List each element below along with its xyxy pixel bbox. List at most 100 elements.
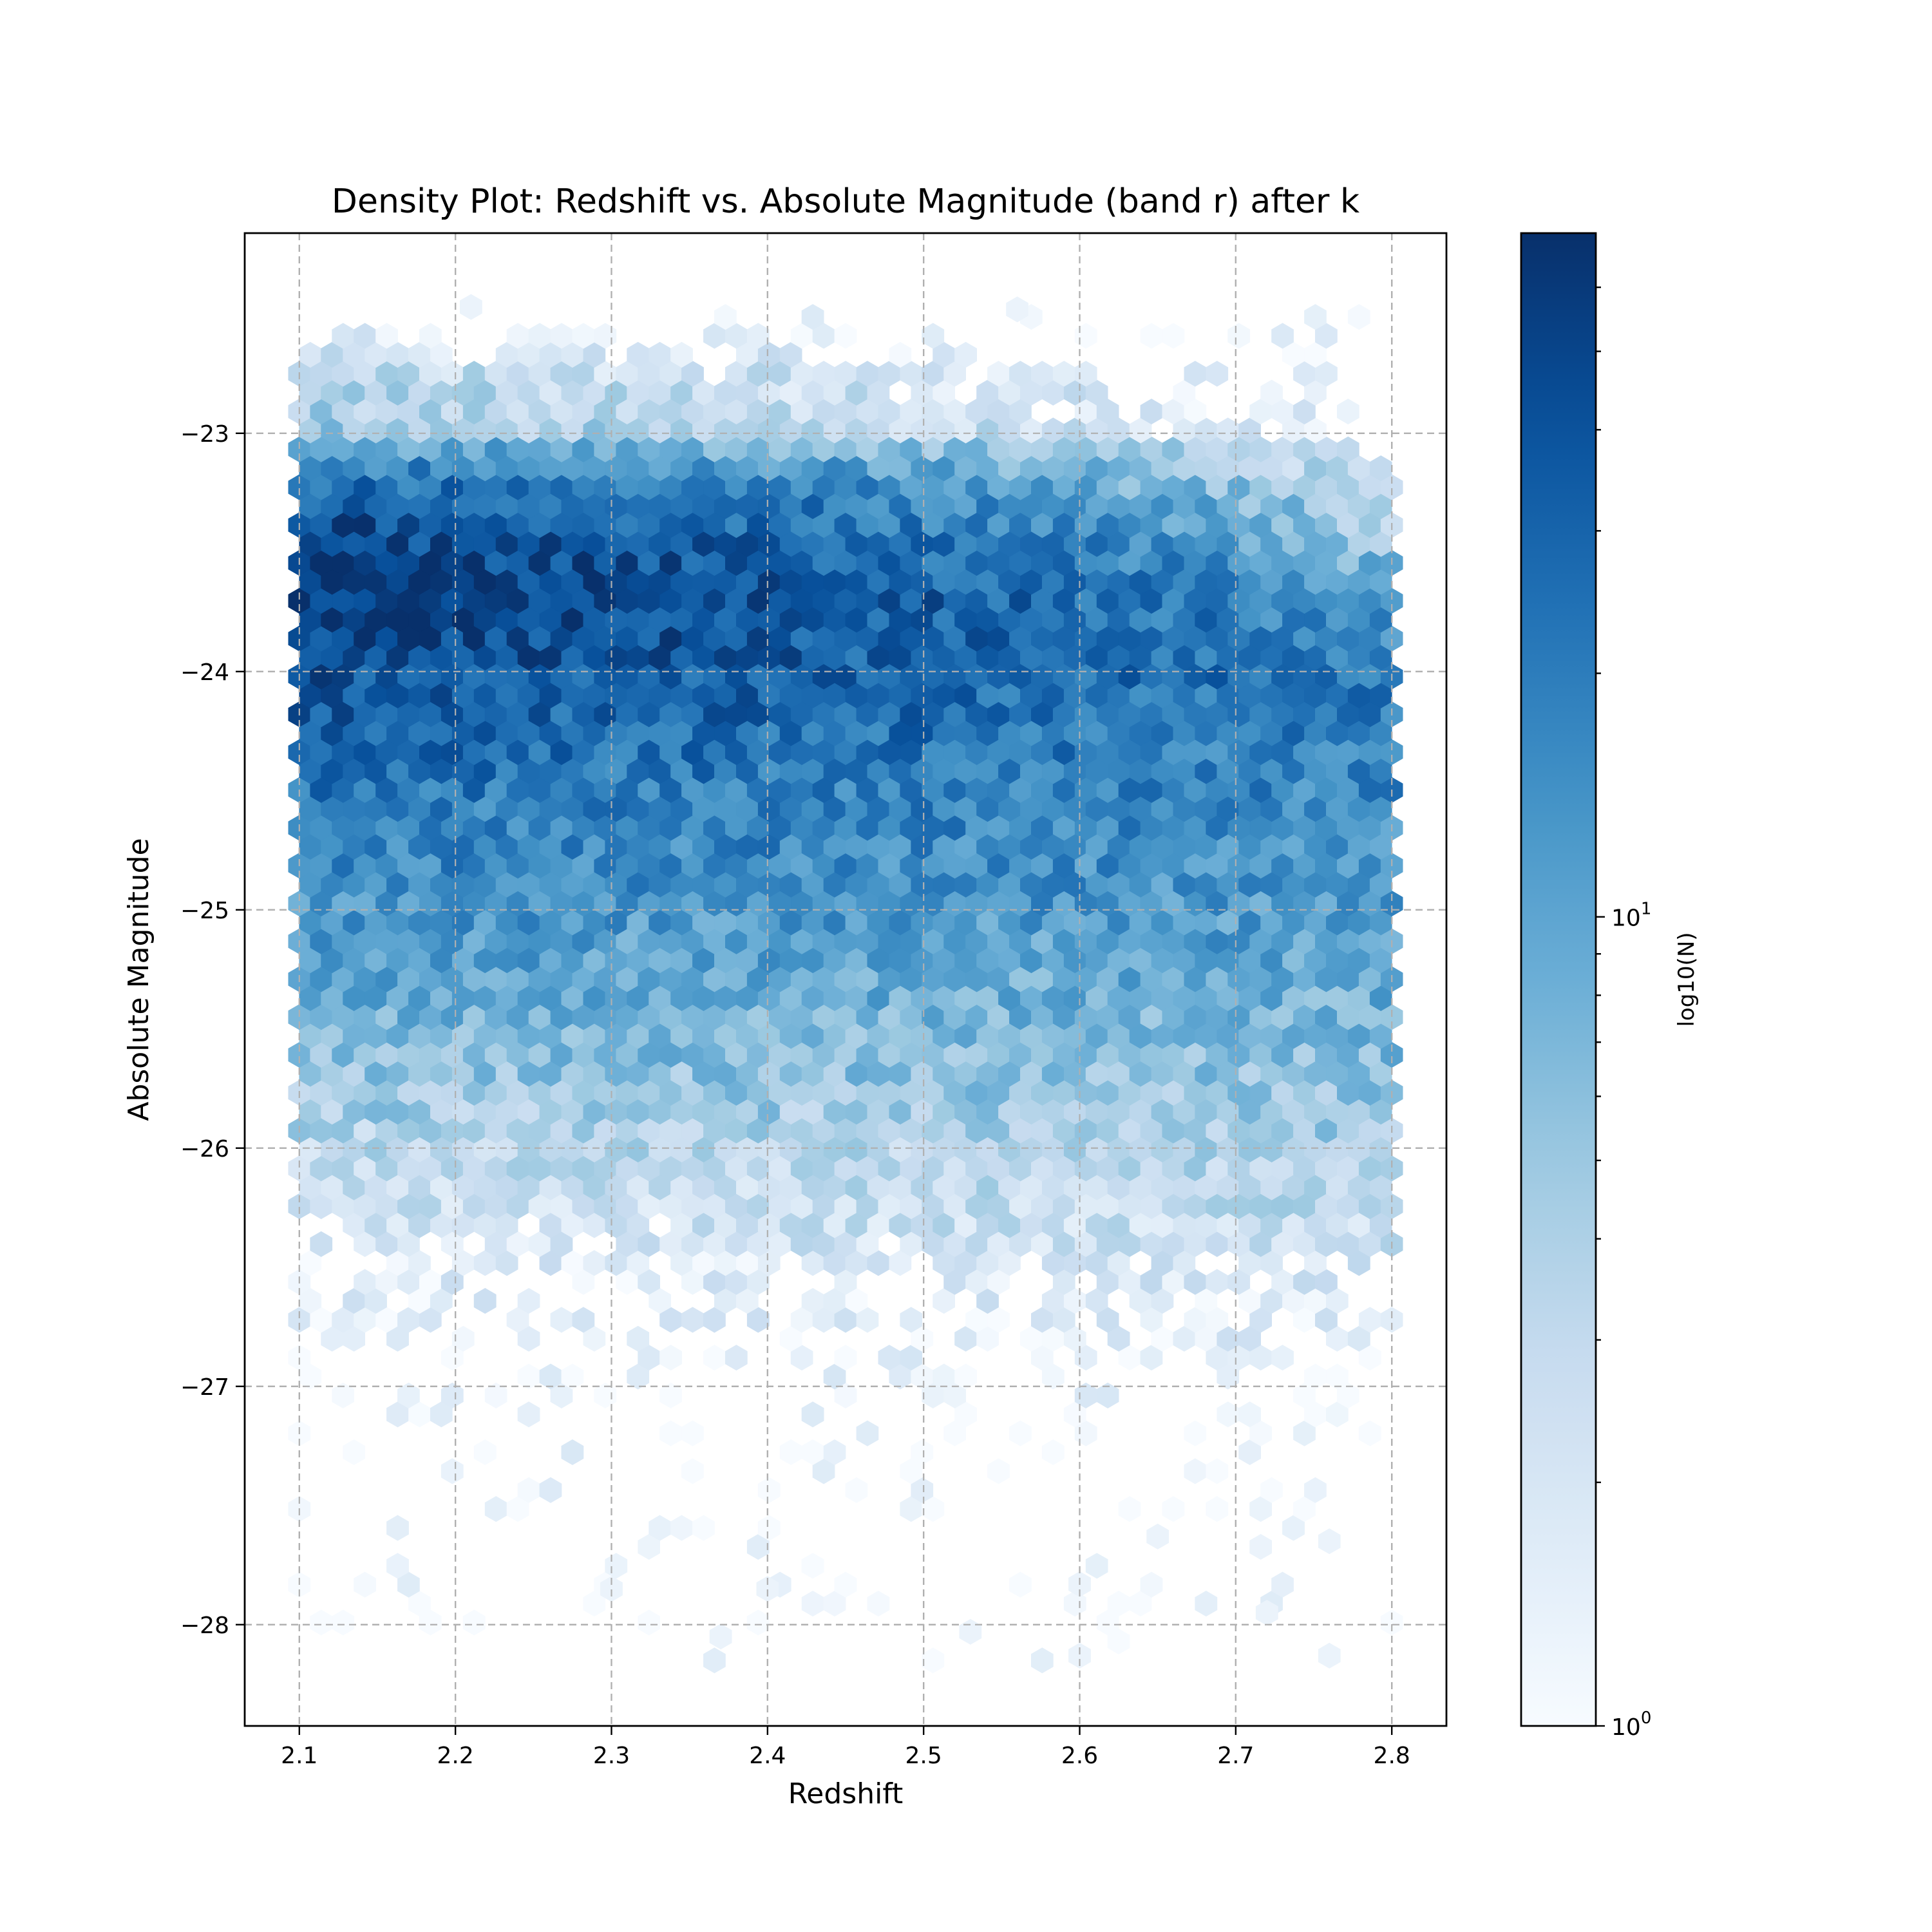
- hexbin-cell: [332, 1609, 354, 1636]
- hexbin-cell: [594, 1382, 617, 1408]
- x-tick-label: 2.3: [593, 1743, 630, 1769]
- hexbin-cell: [681, 1420, 704, 1446]
- hexbin-cell: [1140, 1571, 1163, 1598]
- hexbin-cell: [1304, 304, 1327, 330]
- hexbin-cell: [703, 1647, 726, 1674]
- hexbin-cell: [1041, 1439, 1065, 1466]
- hexbin-cell: [1195, 1591, 1218, 1617]
- y-axis-label: Absolute Magnitude: [122, 838, 155, 1121]
- hexbin-cell: [561, 1439, 584, 1466]
- hexbin-cell: [310, 1231, 333, 1257]
- hexbin-cells: [288, 294, 1403, 1674]
- hexbin-cell: [670, 341, 693, 368]
- hexbin-cell: [1227, 323, 1251, 349]
- hexbin-cell: [954, 1363, 977, 1390]
- hexbin-cell: [801, 1553, 824, 1579]
- grid-lines-overlay: [245, 233, 1446, 1726]
- hexbin-cell: [1074, 361, 1097, 387]
- hexbin-cell: [419, 323, 442, 349]
- y-axis-ticks: −23 −24 −25 −26 −27 −28: [180, 421, 245, 1639]
- hexbin-cell: [922, 1647, 945, 1674]
- hexbin-cell: [1304, 1477, 1327, 1503]
- hexbin-cell: [1271, 1345, 1294, 1371]
- x-tick-label: 2.6: [1061, 1743, 1098, 1769]
- hexbin-cell: [594, 323, 617, 349]
- hexbin-cell: [397, 1382, 420, 1408]
- hexbin-cell: [1085, 1553, 1108, 1579]
- x-tick-label: 2.5: [905, 1743, 942, 1769]
- hexbin-cell: [1063, 1591, 1086, 1617]
- hexbin-outlier-cell: [709, 1624, 732, 1650]
- hexbin-cell: [572, 1307, 595, 1333]
- hexbin-cell: [834, 323, 857, 349]
- hexbin-cell: [386, 1553, 409, 1579]
- hexbin-cell: [1162, 323, 1185, 349]
- hexbin-cell: [845, 1477, 868, 1503]
- hexbin-cell: [1162, 1496, 1185, 1522]
- chart-title: Density Plot: Redshift vs. Absolute Magn…: [332, 182, 1359, 221]
- hexbin-cell: [757, 1515, 781, 1541]
- x-tick-label: 2.2: [437, 1743, 474, 1769]
- plot-frame: [243, 232, 1448, 1727]
- hexbin-cell: [517, 1287, 540, 1314]
- x-tick-label: 2.4: [749, 1743, 786, 1769]
- hexbin-cell: [1369, 455, 1392, 482]
- hexbin-cell: [354, 1571, 376, 1598]
- hexbin-cell: [681, 1458, 704, 1484]
- hexbin-outlier-cell: [460, 294, 482, 320]
- hexbin-cell: [714, 304, 737, 330]
- hexbin-cell: [561, 1363, 584, 1390]
- hexbin-cell: [725, 1345, 748, 1371]
- hexbin-cell: [517, 1401, 540, 1428]
- hexbin-cell: [1260, 1477, 1283, 1503]
- hexbin-cell: [627, 1325, 650, 1352]
- hexbin-cell: [889, 341, 912, 368]
- hexbin-cell: [1009, 1571, 1032, 1598]
- hexbin-cell: [1336, 399, 1359, 425]
- colorbar-tick-label: 101: [1611, 900, 1651, 932]
- hexbin-cell: [343, 1439, 365, 1466]
- hexbin-cell: [539, 1477, 562, 1503]
- hexbin-cell: [332, 1382, 354, 1408]
- y-tick-label: −23: [180, 421, 229, 448]
- hexbin-cell: [1271, 1571, 1294, 1598]
- hexbin-cell: [375, 323, 398, 349]
- hexbin-cell: [1260, 379, 1283, 406]
- hexbin-cell: [1206, 1458, 1229, 1484]
- hexbin-cell: [801, 304, 824, 330]
- hexbin-cell: [605, 1553, 628, 1579]
- hexbin-cell: [1325, 1363, 1349, 1390]
- hexbin-cell: [440, 1458, 464, 1484]
- hexbin-cell: [1074, 323, 1097, 349]
- hexbin-cell: [386, 1515, 409, 1541]
- hexbin-cell: [746, 1609, 770, 1636]
- hexbin-cell: [1271, 323, 1294, 349]
- x-tick-label: 2.1: [281, 1743, 317, 1769]
- hexbin-cell: [954, 341, 977, 368]
- hexbin-cell: [440, 1382, 464, 1408]
- hexbin-cell: [746, 323, 770, 349]
- y-tick-label: −24: [180, 659, 229, 686]
- hexbin-cell: [987, 1458, 1010, 1484]
- y-tick-label: −28: [180, 1613, 229, 1639]
- y-tick-label: −26: [180, 1136, 229, 1162]
- hexbin-cell: [638, 1609, 660, 1636]
- hexbin-cell: [900, 1307, 923, 1333]
- hexbin-cell: [1206, 361, 1229, 387]
- hexbin-cell: [757, 1477, 781, 1503]
- colorbar-tick-label: 100: [1611, 1709, 1651, 1741]
- hexbin-cell: [1358, 1420, 1381, 1446]
- hexbin-cell: [922, 323, 945, 349]
- hexbin-cell: [1206, 1496, 1229, 1522]
- hexbin-cell: [834, 1571, 857, 1598]
- hexbin-outlier-cell: [1318, 1642, 1341, 1669]
- hexbin-cell: [1118, 1496, 1141, 1522]
- hexbin-cell: [834, 1345, 857, 1371]
- hexbin-outlier-cell: [1318, 1528, 1341, 1555]
- x-axis-ticks: 2.1 2.2 2.3 2.4 2.5 2.6 2.7 2.8: [281, 1726, 1410, 1769]
- hexbin-outlier-cell: [1006, 296, 1028, 323]
- y-tick-label: −25: [180, 898, 229, 924]
- hexbin-cell: [1238, 1401, 1261, 1428]
- hexbin-cell: [867, 1591, 890, 1617]
